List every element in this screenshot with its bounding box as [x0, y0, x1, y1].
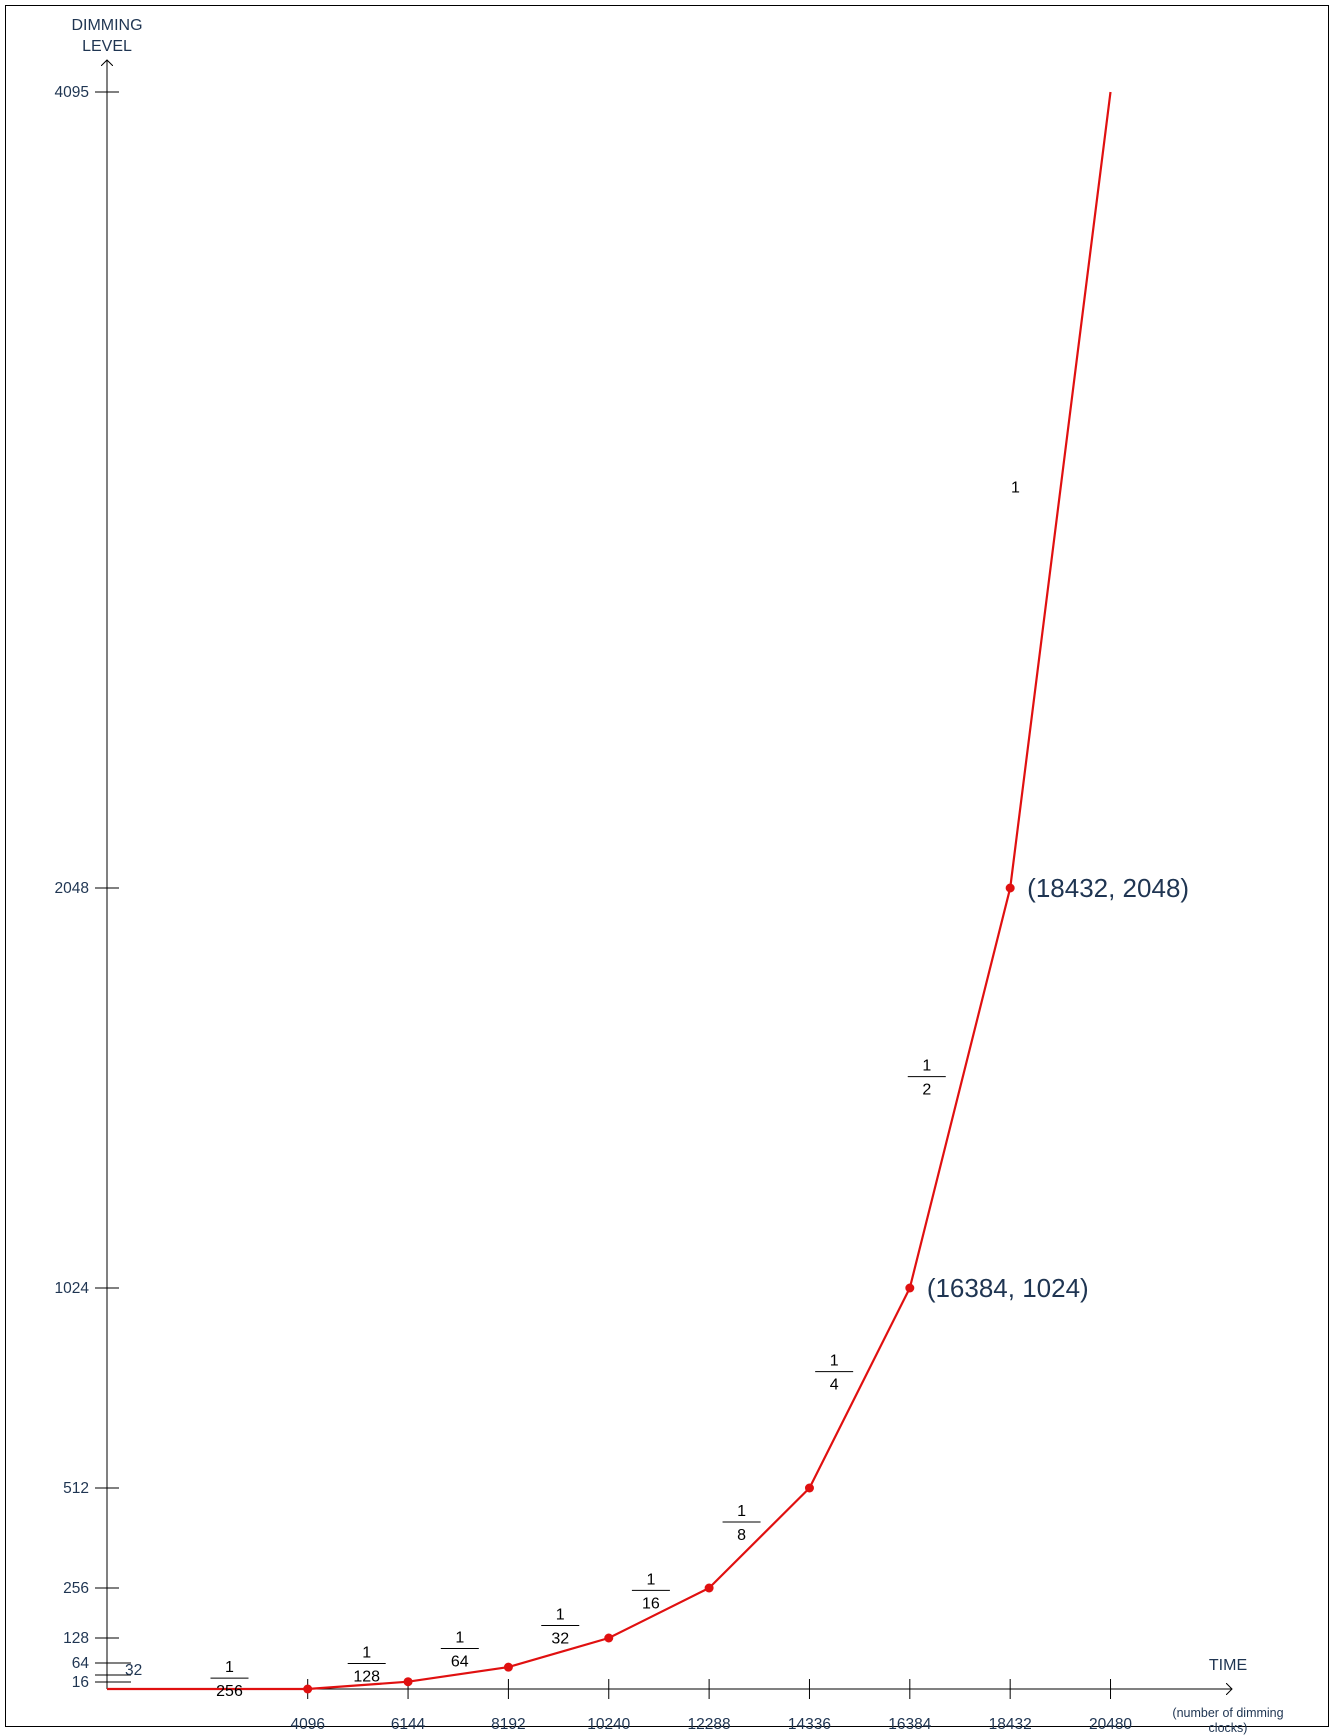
labels: DIMMING LEVEL TIME (number of dimmingclocks…: [71, 17, 1283, 1735]
x-tick-label: 20480: [1089, 1716, 1132, 1733]
y-tick-label: 256: [63, 1580, 89, 1597]
data-point: [704, 1583, 714, 1593]
x-tick-label: 4096: [290, 1716, 324, 1733]
data-point: [604, 1633, 614, 1643]
slope-label: 164: [440, 1629, 479, 1670]
y-tick-minor-label: 32: [125, 1662, 142, 1679]
slope-numerator: 1: [737, 1503, 746, 1520]
y-tick-label: 16: [72, 1674, 89, 1691]
ticks: 4096 6144 8192 10240 12288 14336 16384 18432 204…: [55, 84, 1133, 1733]
slope-denominator: 32: [551, 1631, 569, 1648]
x-axis-title: TIME: [1209, 1657, 1247, 1674]
data-point: [1005, 883, 1015, 893]
slope-denominator: 64: [451, 1653, 469, 1670]
slope-numerator: 1: [646, 1571, 655, 1588]
slope-numerator: 1: [1011, 480, 1020, 497]
y-axis-title: LEVEL: [82, 38, 132, 55]
data-point: [905, 1283, 915, 1293]
x-axis-note: clocks): [1209, 1721, 1248, 1735]
x-tick-label: 12288: [688, 1716, 731, 1733]
x-tick-label: 18432: [989, 1716, 1032, 1733]
x-axis-note: (number of dimming: [1172, 1706, 1283, 1720]
slope-denominator: 256: [216, 1683, 243, 1700]
slope-denominator: 128: [353, 1669, 380, 1686]
slope-label: 12: [907, 1058, 946, 1099]
slope-numerator: 1: [225, 1659, 234, 1676]
slope-label: 116: [631, 1571, 670, 1612]
slope-denominator: 8: [737, 1527, 746, 1544]
x-tick-label: 10240: [587, 1716, 630, 1733]
slope-numerator: 1: [922, 1058, 931, 1075]
slope-denominator: 16: [642, 1595, 660, 1612]
series: [107, 91, 1112, 1694]
x-tick-label: 16384: [888, 1716, 931, 1733]
y-tick-label: 4095: [55, 84, 89, 101]
data-point: [303, 1684, 313, 1694]
slope-denominator: 4: [830, 1377, 839, 1394]
y-axis-title: DIMMING: [71, 17, 142, 34]
x-tick-label: 6144: [391, 1716, 426, 1733]
slope-label: 132: [541, 1607, 580, 1648]
point-callout: (16384, 1024): [927, 1273, 1089, 1303]
slope-label: 14: [815, 1353, 854, 1394]
y-tick-label: 512: [63, 1480, 89, 1497]
y-tick-label: 2048: [55, 880, 89, 897]
x-tick-label: 14336: [788, 1716, 831, 1733]
slope-numerator: 1: [830, 1353, 839, 1370]
slope-numerator: 1: [455, 1629, 464, 1646]
y-tick-label: 1024: [55, 1280, 90, 1297]
data-point: [403, 1677, 413, 1687]
x-tick-label: 8192: [491, 1716, 525, 1733]
data-point: [804, 1483, 814, 1493]
slope-numerator: 1: [556, 1607, 565, 1624]
slope-denominator: 2: [922, 1082, 931, 1099]
y-tick-label: 64: [72, 1655, 90, 1672]
slope-label: 18: [722, 1503, 761, 1544]
chart-frame: [5, 5, 1329, 1727]
dimming-curve-line: [107, 91, 1112, 1691]
y-tick-label: 128: [63, 1630, 89, 1647]
slope-label: 1: [1011, 480, 1020, 497]
data-point: [503, 1662, 513, 1672]
slope-numerator: 1: [362, 1645, 371, 1662]
point-callout: (18432, 2048): [1027, 873, 1189, 903]
